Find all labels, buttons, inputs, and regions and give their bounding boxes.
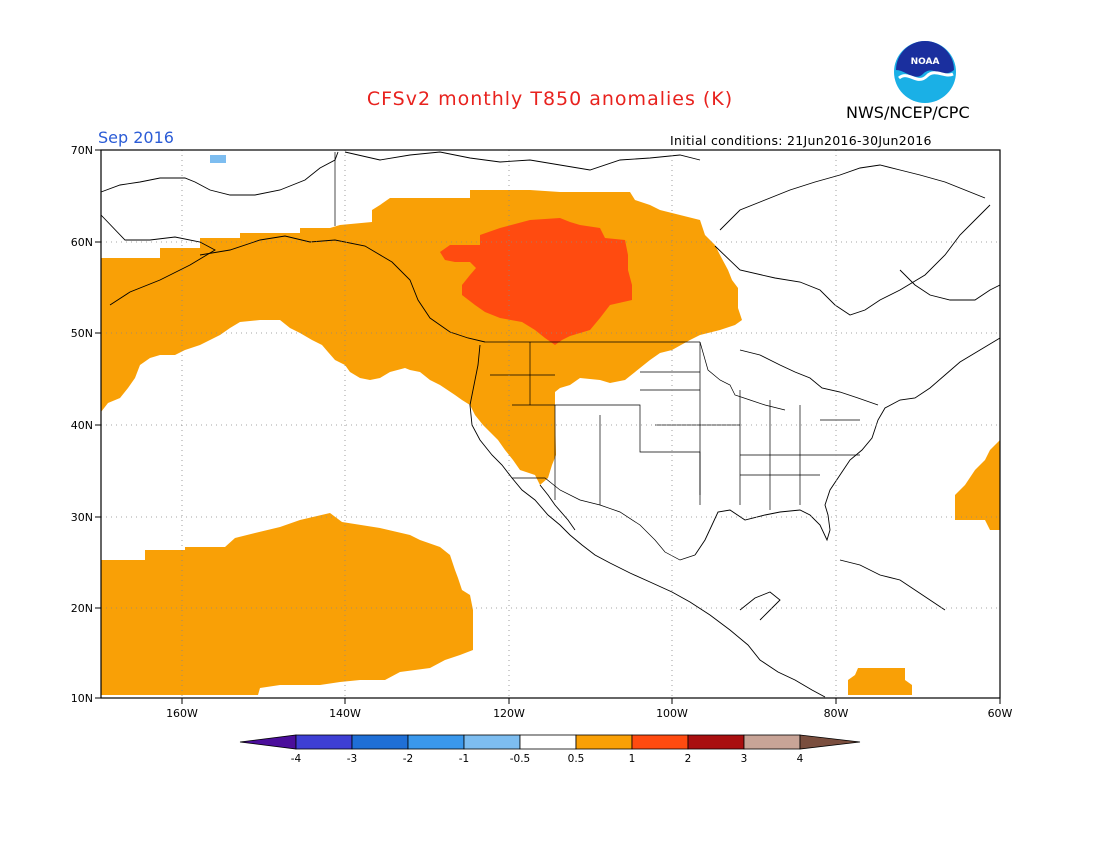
colorbar-label: -0.5 [510,753,531,765]
colorbar-cell [407,734,465,750]
colorbar-label: 1 [629,753,636,765]
anomaly-fill-neg [210,155,226,163]
caribbean-anomaly-region [848,668,912,695]
lat-label: 10N [71,692,93,705]
colorbar-cell [519,734,577,750]
colorbar-label: -3 [347,753,357,765]
colorbar-cell [463,734,521,750]
lon-label: 120W [493,707,525,720]
noaa-logo: NOAA [894,41,956,103]
colorbar [239,734,861,750]
lon-label: 80W [824,707,849,720]
lat-label: 40N [71,419,93,432]
valid-month-label: Sep 2016 [98,128,174,147]
colorbar-label: 2 [685,753,692,765]
lon-label: 100W [656,707,688,720]
colorbar-cell [687,734,745,750]
lat-label: 60N [71,236,93,249]
colorbar-label: 3 [741,753,748,765]
lat-label: 50N [71,327,93,340]
lon-label: 160W [166,707,198,720]
noaa-logo-text: NOAA [911,57,940,67]
subtropical-pacific-anomaly-region [101,513,473,695]
lon-label: 60W [988,707,1013,720]
colorbar-cell [799,734,861,750]
lat-label: 20N [71,602,93,615]
lon-label: 140W [329,707,361,720]
coastlines [100,151,1001,698]
lat-label: 70N [71,144,93,157]
colorbar-label: 4 [797,753,804,765]
colorbar-label: -1 [459,753,469,765]
initial-conditions-label: Initial conditions: 21Jun2016-30Jun2016 [670,133,932,148]
map-frame [100,149,1001,699]
lat-label: 30N [71,511,93,524]
colorbar-cell [295,734,353,750]
ticks [95,149,1001,704]
northeast-pacific-anomaly-region [101,190,742,485]
colorbar-cell [575,734,633,750]
colorbar-cell [239,734,297,750]
colorbar-label: -4 [291,753,302,765]
colorbar-cell [743,734,801,750]
agency-label: NWS/NCEP/CPC [846,103,970,122]
boundaries [334,152,860,561]
anomaly-fill-1-2 [440,218,632,345]
colorbar-label: -2 [403,753,413,765]
colorbar-cell [631,734,689,750]
colorbar-label: 0.5 [568,753,585,765]
colorbar-cell [351,734,409,750]
atlantic-anomaly-region [955,440,1000,530]
map-title: CFSv2 monthly T850 anomalies (K) [366,88,734,110]
